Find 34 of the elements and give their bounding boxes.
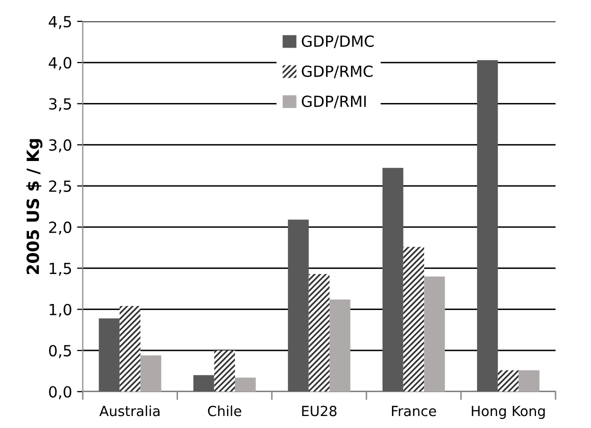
bar <box>193 375 214 392</box>
bar <box>234 378 256 392</box>
bar <box>120 306 140 392</box>
bar <box>382 168 404 392</box>
bar <box>477 60 498 392</box>
x-tick-label: France <box>392 406 436 416</box>
bar <box>330 299 350 392</box>
x-tick-label: Hong Kong <box>472 406 545 419</box>
x-tick-label: EU28 <box>302 406 336 416</box>
legend-label: GDP/RMI <box>302 96 366 108</box>
y-tick-label: 3,0 <box>49 139 72 152</box>
y-tick-label: 1,5 <box>50 262 71 276</box>
x-tick-label: Australia <box>99 406 160 416</box>
y-tick-label: 0,5 <box>49 344 71 358</box>
bar <box>288 220 309 392</box>
y-tick-label: 4,5 <box>48 16 71 29</box>
bar <box>140 355 162 392</box>
bar <box>308 274 330 392</box>
y-tick-label: 2,5 <box>49 180 71 194</box>
y-tick-label: 3,5 <box>49 98 71 112</box>
bar <box>214 350 235 392</box>
legend-label: GDP/RMC <box>302 65 373 78</box>
bar <box>403 246 424 392</box>
legend-label: GDP/DMC <box>302 35 374 48</box>
bar <box>518 370 540 392</box>
y-tick-label: 4,0 <box>48 57 72 70</box>
bar <box>498 370 519 392</box>
y-tick-label: 0,0 <box>49 386 72 400</box>
y-axis-title: 2005 US $ / Kg <box>26 139 42 274</box>
y-tick-label: 2,0 <box>49 222 72 235</box>
bar <box>424 276 445 392</box>
bar <box>98 318 120 392</box>
y-tick-label: 1,0 <box>50 304 72 317</box>
x-tick-label: Chile <box>208 406 242 416</box>
